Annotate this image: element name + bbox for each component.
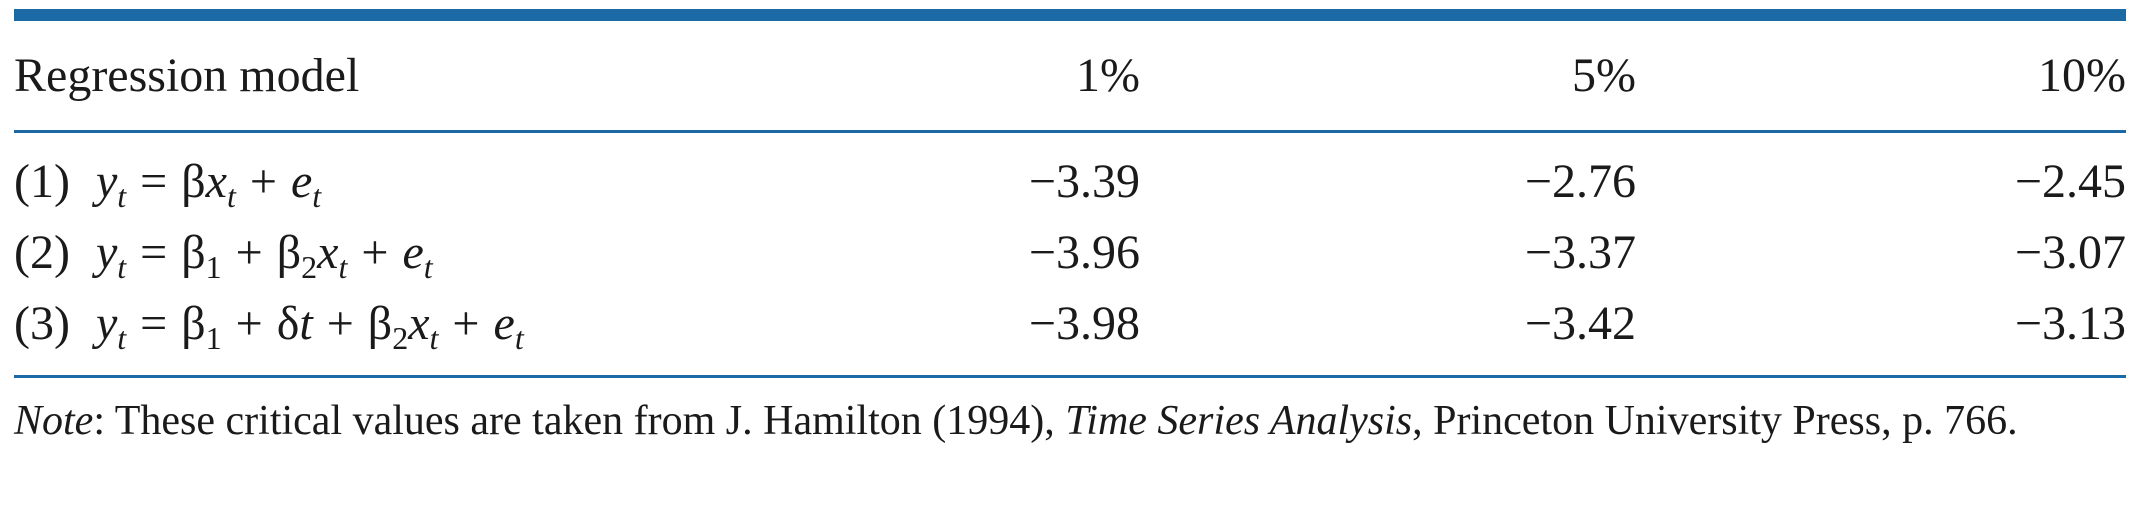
- table-row: (1) yt = βxt + et −3.39 −2.76 −2.45: [14, 150, 2126, 214]
- header-1-percent: 1%: [1076, 49, 1140, 102]
- critical-value-10-percent: −3.07: [2014, 226, 2126, 279]
- note-label: Note: [14, 398, 94, 444]
- model-cell: (3) yt = β1 + δt + β2xt + et: [14, 292, 524, 356]
- model-equation: yt = βxt + et: [95, 155, 322, 214]
- critical-value-1-percent: −3.39: [1028, 155, 1140, 208]
- note-book-title: Time Series Analysis: [1065, 398, 1413, 444]
- top-rule: [14, 9, 2126, 21]
- table-header-row: Regression model 1% 5% 10%: [14, 44, 2126, 108]
- header-10-percent: 10%: [2038, 49, 2126, 102]
- bottom-rule: [14, 375, 2126, 378]
- model-cell: (2) yt = β1 + β2xt + et: [14, 221, 433, 285]
- critical-value-5-percent: −3.42: [1524, 297, 1636, 350]
- header-regression-model: Regression model: [14, 49, 360, 102]
- table-note: Note: These critical values are taken fr…: [14, 390, 2126, 452]
- table-row: (2) yt = β1 + β2xt + et −3.96 −3.37 −3.07: [14, 221, 2126, 285]
- model-number: (1): [14, 155, 70, 208]
- critical-value-1-percent: −3.98: [1028, 297, 1140, 350]
- model-number: (3): [14, 297, 70, 350]
- model-number: (2): [14, 226, 70, 279]
- model-cell: (1) yt = βxt + et: [14, 150, 321, 214]
- critical-value-1-percent: −3.96: [1028, 226, 1140, 279]
- critical-value-10-percent: −3.13: [2014, 297, 2126, 350]
- model-equation: yt = β1 + δt + β2xt + et: [95, 297, 524, 356]
- model-equation: yt = β1 + β2xt + et: [95, 226, 433, 285]
- note-text-before: : These critical values are taken from J…: [93, 398, 1066, 444]
- header-rule: [14, 130, 2126, 133]
- table-row: (3) yt = β1 + δt + β2xt + et −3.98 −3.42 −3.13: [14, 292, 2126, 356]
- critical-value-5-percent: −2.76: [1524, 155, 1636, 208]
- critical-value-5-percent: −3.37: [1524, 226, 1636, 279]
- critical-value-10-percent: −2.45: [2014, 155, 2126, 208]
- header-5-percent: 5%: [1572, 49, 1636, 102]
- note-text-after: , Princeton University Press, p. 766.: [1412, 398, 2018, 444]
